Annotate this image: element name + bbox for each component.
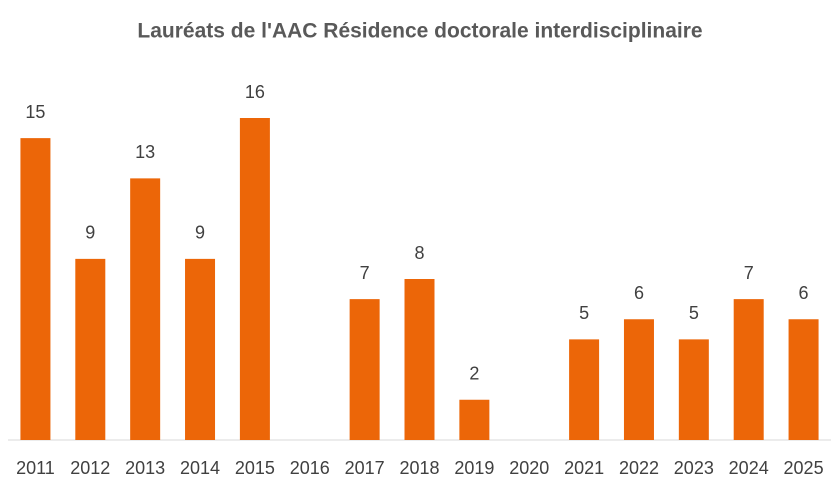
data-label: 15 — [25, 102, 45, 122]
data-label: 9 — [195, 223, 205, 243]
bar — [678, 339, 709, 440]
x-tick-label: 2014 — [180, 458, 220, 478]
bar — [75, 258, 106, 440]
x-tick-label: 2021 — [564, 458, 604, 478]
data-label: 9 — [85, 223, 95, 243]
bar — [569, 339, 600, 440]
x-tick-label: 2011 — [16, 458, 55, 478]
bar — [459, 399, 490, 440]
data-label: 2 — [469, 364, 479, 384]
bar — [185, 258, 216, 440]
x-tick-label: 2024 — [729, 458, 769, 478]
data-label: 7 — [360, 263, 370, 283]
data-label: 5 — [689, 303, 699, 323]
x-tick-label: 2022 — [619, 458, 659, 478]
x-tick-label: 2012 — [70, 458, 110, 478]
data-label: 16 — [245, 82, 265, 102]
x-tick-label: 2013 — [125, 458, 165, 478]
bar — [733, 299, 764, 440]
data-label: 6 — [634, 283, 644, 303]
data-label: 6 — [799, 283, 809, 303]
bar — [404, 279, 435, 440]
x-tick-label: 2015 — [235, 458, 275, 478]
bar — [349, 299, 380, 440]
data-label: 8 — [414, 243, 424, 263]
bar — [788, 319, 819, 440]
data-label: 7 — [744, 263, 754, 283]
x-tick-label: 2020 — [509, 458, 549, 478]
data-label: 13 — [135, 142, 155, 162]
bar — [130, 178, 161, 440]
x-tick-label: 2019 — [454, 458, 494, 478]
data-label: 5 — [579, 303, 589, 323]
x-tick-label: 2017 — [345, 458, 385, 478]
x-tick-label: 2025 — [784, 458, 824, 478]
bar — [623, 319, 654, 440]
x-tick-label: 2016 — [290, 458, 330, 478]
chart-title: Lauréats de l'AAC Résidence doctorale in… — [137, 20, 702, 43]
bar — [239, 118, 270, 440]
bar — [20, 138, 51, 440]
x-tick-label: 2023 — [674, 458, 714, 478]
x-tick-label: 2018 — [399, 458, 439, 478]
